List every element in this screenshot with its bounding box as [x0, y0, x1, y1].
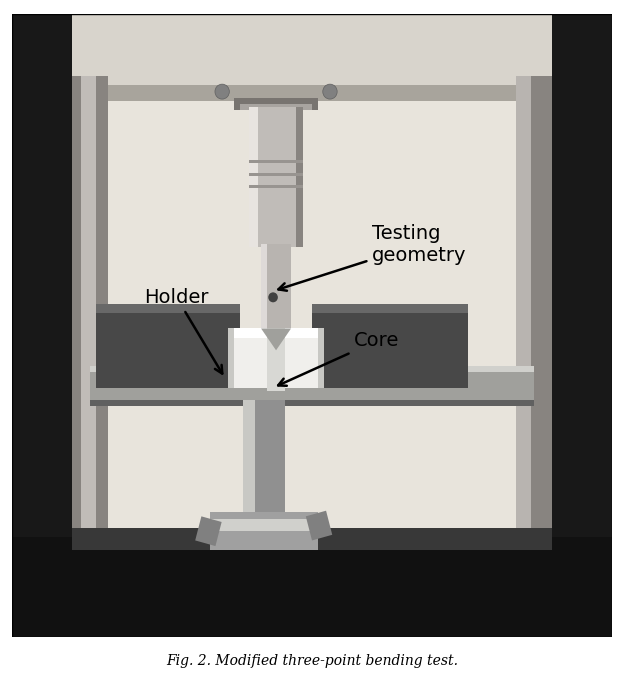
Bar [249, 108, 303, 247]
Bar [296, 108, 303, 247]
Bar [90, 366, 534, 372]
Bar [261, 245, 291, 329]
Bar [228, 329, 324, 338]
Bar [243, 400, 285, 525]
Bar [12, 14, 72, 637]
Bar [515, 76, 530, 575]
Circle shape [323, 84, 337, 99]
Bar [267, 322, 285, 391]
Text: Fig. 2. Modified three-point bending test.: Fig. 2. Modified three-point bending tes… [166, 654, 458, 668]
Bar [210, 512, 318, 550]
Bar [12, 14, 612, 51]
Bar [552, 14, 612, 637]
Bar [81, 76, 96, 575]
Bar [240, 104, 312, 110]
Bar [249, 160, 303, 163]
Bar [318, 329, 324, 388]
Bar [306, 511, 332, 540]
Bar [195, 516, 222, 546]
Bar [228, 329, 324, 388]
Bar [96, 303, 240, 313]
Bar [515, 76, 552, 575]
Bar [90, 369, 534, 406]
Bar [12, 537, 612, 637]
Bar [96, 307, 240, 388]
Bar [109, 76, 515, 575]
Bar [90, 400, 534, 406]
Bar [249, 185, 303, 188]
Bar [249, 108, 258, 247]
Bar [261, 245, 267, 329]
Polygon shape [261, 329, 291, 350]
Bar [61, 86, 563, 101]
Bar [249, 173, 303, 176]
Bar [61, 14, 563, 32]
Bar [72, 76, 109, 575]
Bar [234, 98, 318, 110]
Bar [61, 14, 563, 88]
Bar [312, 303, 468, 313]
Bar [228, 329, 234, 388]
Bar [312, 307, 468, 388]
Text: Holder: Holder [144, 288, 222, 373]
Text: Testing
geometry: Testing geometry [278, 224, 466, 290]
Text: Core: Core [278, 332, 399, 386]
Bar [72, 528, 552, 550]
Circle shape [268, 292, 278, 302]
Bar [210, 519, 318, 531]
Circle shape [215, 84, 230, 99]
Bar [243, 400, 255, 525]
